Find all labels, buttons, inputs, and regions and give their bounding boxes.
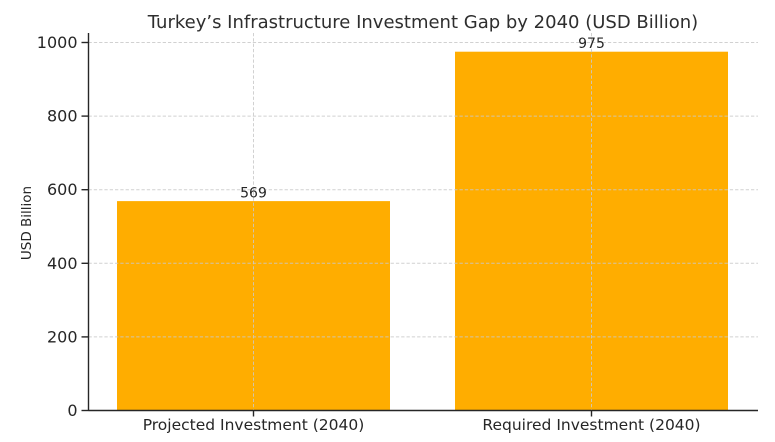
x-tick-label: Projected Investment (2040) [143, 416, 365, 434]
axes-layer [81, 33, 758, 417]
bar-value-label: 569 [240, 186, 267, 202]
y-axis-label: USD Billion [19, 186, 35, 260]
y-tick-label: 400 [47, 254, 78, 273]
bars-layer [117, 51, 728, 411]
y-tick-label: 0 [67, 401, 77, 420]
x-tick-label: Required Investment (2040) [482, 416, 700, 434]
labels-layer: 0 200 400 600 800 1000 Projected Investment (2… [37, 33, 701, 434]
y-tick-label: 800 [47, 107, 78, 126]
y-tick-label: 600 [47, 180, 78, 199]
y-tick-label: 1000 [37, 33, 78, 52]
y-tick-label: 200 [47, 327, 78, 346]
chart-title: Turkey’s Infrastructure Investment Gap b… [147, 12, 698, 33]
bar-value-label: 975 [578, 36, 605, 52]
